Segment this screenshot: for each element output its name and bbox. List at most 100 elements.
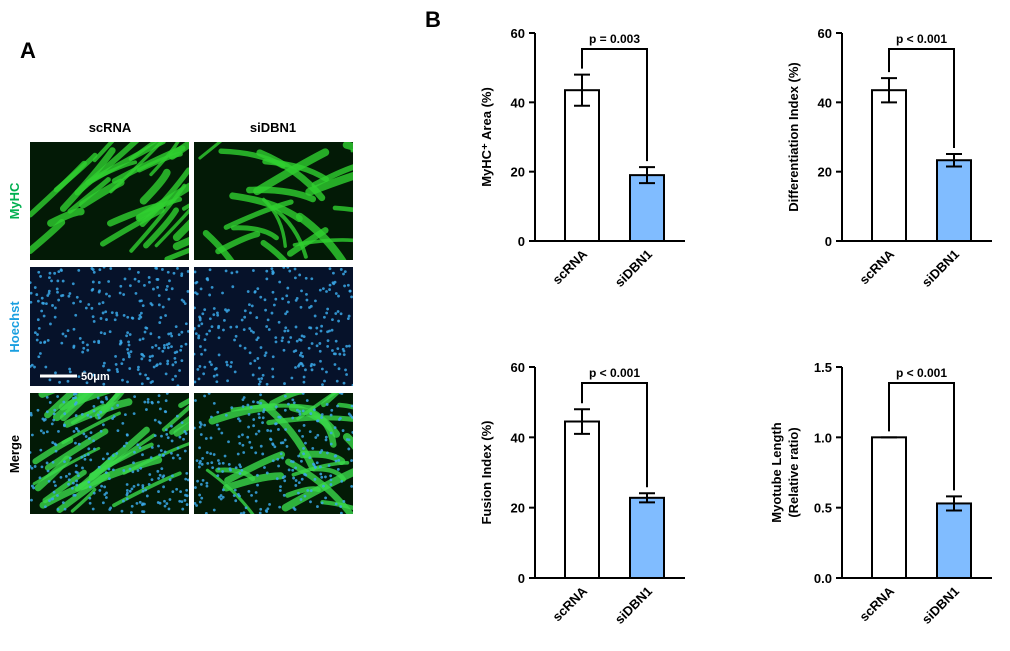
row-label: Hoechst <box>7 301 22 353</box>
nucleus <box>183 430 187 433</box>
nucleus <box>256 473 259 477</box>
nucleus <box>129 350 133 354</box>
nucleus <box>175 350 179 354</box>
nucleus <box>66 379 70 383</box>
nucleus <box>165 393 169 395</box>
nucleus <box>110 311 114 315</box>
nucleus <box>97 281 101 284</box>
nucleus <box>49 322 52 326</box>
nucleus <box>165 502 169 505</box>
nucleus <box>340 480 344 483</box>
nucleus <box>72 344 76 348</box>
nucleus <box>241 433 244 437</box>
nucleus <box>174 325 178 329</box>
significance-bracket <box>888 382 955 491</box>
nucleus <box>59 268 63 272</box>
nucleus <box>30 291 33 295</box>
nucleus <box>320 501 324 505</box>
nucleus <box>328 288 331 291</box>
nucleus <box>309 412 313 415</box>
nucleus <box>345 438 349 441</box>
nucleus <box>74 414 78 417</box>
nucleus <box>75 479 79 483</box>
nucleus <box>230 361 233 364</box>
nucleus <box>342 272 345 276</box>
nucleus <box>121 421 125 425</box>
fiber <box>321 393 341 408</box>
fiber <box>44 393 77 419</box>
nucleus <box>136 271 140 274</box>
fiber <box>168 142 189 160</box>
nucleus <box>337 294 340 298</box>
nucleus <box>265 325 269 328</box>
nucleus <box>294 366 297 369</box>
nucleus <box>100 484 103 488</box>
nucleus <box>266 318 270 322</box>
nucleus <box>335 379 339 383</box>
nucleus <box>115 313 119 317</box>
nucleus <box>318 342 322 345</box>
fiber <box>172 219 189 242</box>
nucleus <box>184 432 188 435</box>
nucleus <box>136 368 140 372</box>
nucleus <box>75 295 79 299</box>
nucleus <box>234 466 238 470</box>
nucleus <box>312 363 316 367</box>
nucleus <box>33 286 37 289</box>
nucleus <box>167 332 171 336</box>
nucleus <box>286 329 290 333</box>
nucleus <box>301 364 305 368</box>
nucleus <box>334 352 337 356</box>
nucleus <box>330 328 334 332</box>
nucleus <box>157 346 161 350</box>
nucleus <box>196 367 200 371</box>
nucleus <box>199 433 203 436</box>
nucleus <box>343 284 346 288</box>
nucleus <box>101 423 105 427</box>
nucleus <box>128 267 132 271</box>
nucleus <box>177 333 181 337</box>
nucleus <box>86 348 90 352</box>
p-value: p < 0.001 <box>589 366 640 380</box>
nucleus <box>176 384 180 386</box>
nucleus <box>127 343 131 347</box>
nucleus <box>99 317 103 320</box>
fiber <box>129 183 187 253</box>
nucleus <box>36 299 40 303</box>
nucleus <box>186 330 189 333</box>
fiber <box>178 398 189 409</box>
nucleus <box>282 493 286 497</box>
nucleus <box>51 441 55 444</box>
nucleus <box>157 335 161 339</box>
nucleus <box>329 413 333 417</box>
nucleus <box>212 453 216 456</box>
nucleus <box>45 410 49 414</box>
nucleus <box>229 325 233 329</box>
nucleus <box>269 429 273 433</box>
nucleus <box>316 419 319 423</box>
nucleus <box>327 464 331 468</box>
fiber <box>139 168 171 205</box>
nucleus <box>258 511 262 514</box>
nucleus <box>40 296 44 300</box>
nucleus <box>320 367 324 371</box>
nucleus <box>126 331 130 335</box>
nucleus <box>53 306 57 310</box>
nucleus <box>210 363 213 367</box>
nucleus <box>51 497 55 501</box>
nucleus <box>92 320 96 323</box>
nucleus <box>130 316 134 320</box>
nucleus <box>272 303 276 307</box>
fiber <box>56 471 110 513</box>
nucleus <box>262 410 265 414</box>
nucleus <box>300 334 304 338</box>
nucleus <box>221 470 225 473</box>
nucleus <box>248 440 252 444</box>
nucleus <box>56 279 60 283</box>
nucleus <box>52 490 56 494</box>
nucleus <box>156 469 160 473</box>
nucleus <box>334 292 338 295</box>
nucleus <box>240 318 244 322</box>
y-tick-label: 20 <box>511 501 525 516</box>
nucleus <box>217 495 221 499</box>
